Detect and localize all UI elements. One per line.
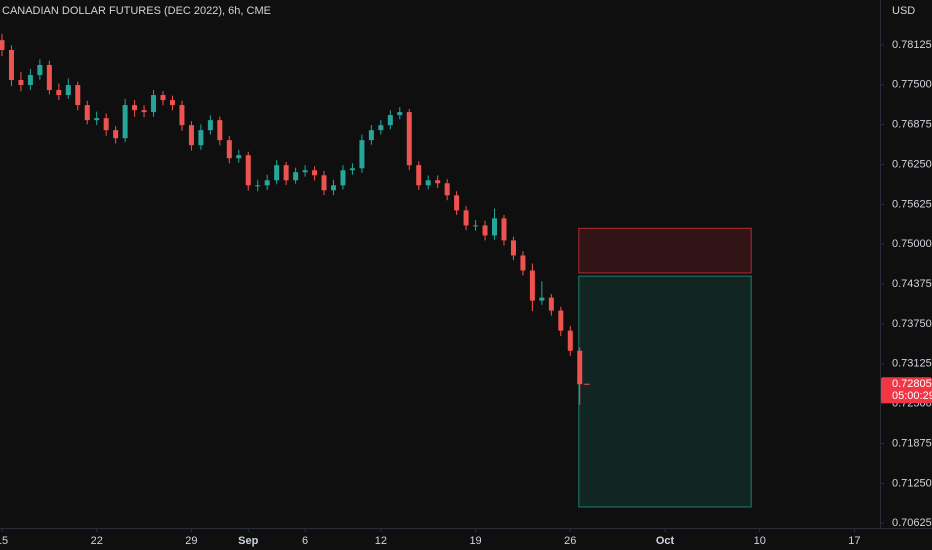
candle-body <box>113 130 119 139</box>
candle-body <box>75 85 81 106</box>
candle-body <box>151 95 157 113</box>
y-tick-label: 0.78125 <box>892 39 932 51</box>
y-tick-label: 0.71875 <box>892 437 932 449</box>
candle-body <box>0 40 5 50</box>
candle-body <box>548 297 554 311</box>
candle-body <box>264 180 270 186</box>
candle-body <box>302 170 308 173</box>
candle-body <box>444 183 450 196</box>
candle-body <box>520 255 526 271</box>
position-zone <box>578 227 752 274</box>
candle-body <box>312 170 318 176</box>
candle-body <box>330 185 336 191</box>
candle-body <box>207 120 213 131</box>
countdown-label: 05:00:29 <box>892 390 932 402</box>
y-tick-label: 0.73125 <box>892 358 932 370</box>
last-price-label: 0.72805 <box>892 378 932 390</box>
candle-body <box>463 210 469 226</box>
candle-body <box>65 85 71 96</box>
candle-body <box>368 130 374 141</box>
chart-title: CANADIAN DOLLAR FUTURES (DEC 2022), 6h, … <box>2 5 271 17</box>
candle-body <box>8 49 14 81</box>
candle-body <box>349 168 355 171</box>
x-tick-label: 29 <box>185 535 197 547</box>
y-tick-label: 0.76250 <box>892 158 932 170</box>
candle-body <box>558 310 564 331</box>
candle-body <box>46 64 52 91</box>
candle-body <box>387 115 393 126</box>
x-tick-label: 12 <box>375 535 387 547</box>
x-tick-label: 17 <box>848 535 860 547</box>
y-tick-label: 0.70625 <box>892 517 932 529</box>
candle-body <box>567 330 573 351</box>
y-tick-label: 0.74375 <box>892 278 932 290</box>
candle-body <box>141 110 147 113</box>
candle-body <box>359 140 365 169</box>
candle-body <box>406 112 412 166</box>
candle-body <box>169 100 175 106</box>
position-zone <box>578 275 752 508</box>
candle-body <box>236 155 242 159</box>
candle-body <box>577 350 583 385</box>
y-tick-label: 0.76875 <box>892 119 932 131</box>
candle-body <box>84 105 90 121</box>
candle-body <box>435 180 441 184</box>
candle-body <box>179 105 185 126</box>
last-price-box <box>881 377 932 404</box>
x-tick-label: Sep <box>238 535 258 547</box>
candle-body <box>473 225 479 227</box>
candle-body <box>217 120 223 141</box>
candle-body <box>340 170 346 186</box>
candle-body <box>293 172 299 181</box>
x-tick-label: Oct <box>656 535 675 547</box>
candle-body <box>122 105 128 139</box>
x-tick-label: 6 <box>302 535 308 547</box>
x-tick-label: 15 <box>0 535 8 547</box>
candle-body <box>27 75 33 86</box>
candle-body <box>18 80 24 86</box>
candle-body <box>132 105 138 111</box>
candle-body <box>245 155 251 186</box>
x-tick-label: 10 <box>754 535 766 547</box>
candle-body <box>501 218 507 241</box>
currency-label: USD <box>892 5 915 17</box>
candle-body <box>378 125 384 131</box>
candle-body <box>492 218 498 236</box>
y-tick-label: 0.71250 <box>892 477 932 489</box>
y-tick-label: 0.75625 <box>892 198 932 210</box>
y-tick-label: 0.75000 <box>892 238 932 250</box>
candle-body <box>37 64 43 76</box>
candle-body <box>198 130 204 146</box>
y-tick-label: 0.73750 <box>892 318 932 330</box>
candle-body <box>539 297 545 301</box>
x-tick-label: 19 <box>469 535 481 547</box>
candle-body <box>454 195 460 211</box>
candle-body <box>94 118 100 121</box>
candle-body <box>56 90 62 96</box>
candle-body <box>529 270 535 301</box>
candle-body <box>274 165 280 181</box>
candle-body <box>188 125 194 146</box>
candle-body <box>103 118 109 131</box>
candle-body <box>416 165 422 186</box>
candle-body <box>226 140 232 159</box>
candle-body <box>397 112 403 116</box>
candle-body <box>482 225 488 236</box>
candle-body <box>425 180 431 186</box>
candle-body <box>283 165 289 181</box>
y-tick-label: 0.77500 <box>892 79 932 91</box>
candle-body <box>160 95 166 101</box>
x-tick-label: 26 <box>564 535 576 547</box>
x-tick-label: 22 <box>91 535 103 547</box>
candle-body <box>255 185 261 187</box>
candle-body <box>321 175 327 191</box>
candle-body <box>510 240 516 256</box>
